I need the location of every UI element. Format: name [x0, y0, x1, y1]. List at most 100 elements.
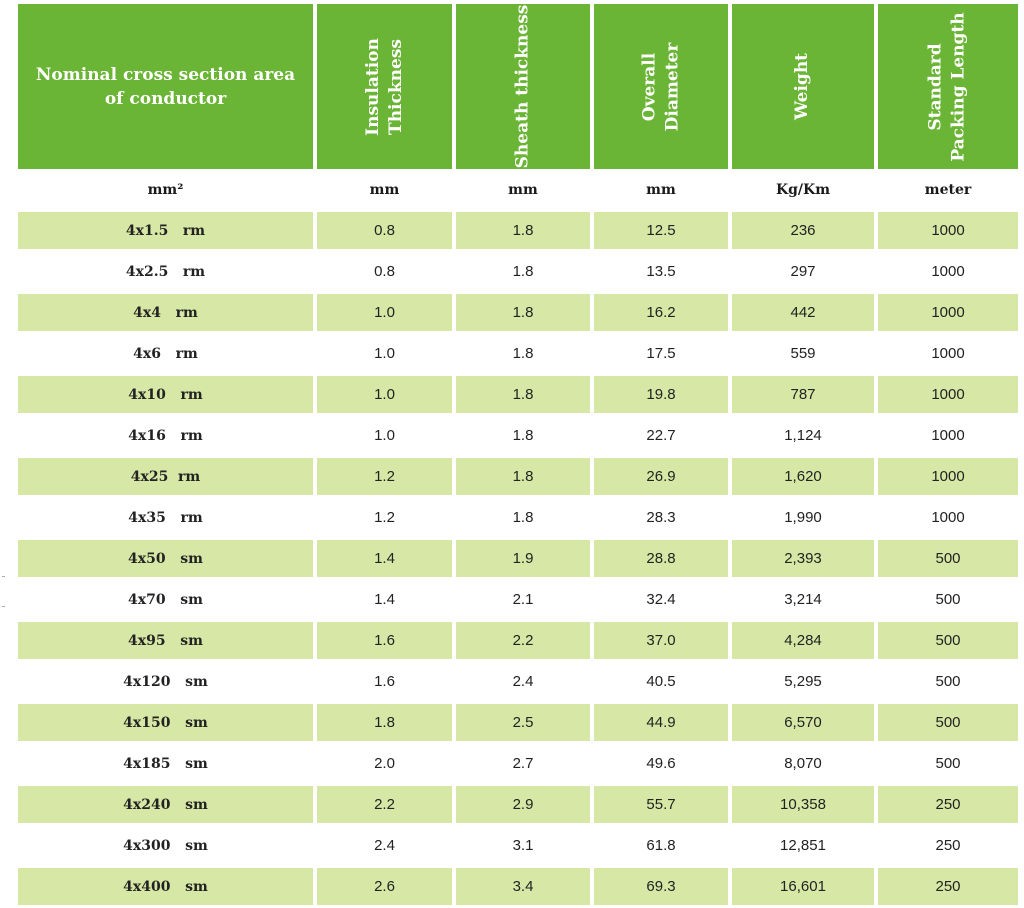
cell-size: 4x4 rm — [18, 294, 313, 331]
unit-insulation: mm — [369, 182, 400, 198]
cell-sheath: 1.8 — [456, 212, 590, 249]
cell-weight: 787 — [732, 376, 874, 413]
cell-length: 500 — [935, 591, 961, 608]
cell-length: 1000 — [878, 458, 1018, 495]
cell-insulation: 1.6 — [317, 622, 452, 659]
cell-sheath: 1.9 — [456, 540, 590, 577]
cell-diameter: 26.9 — [594, 458, 728, 495]
cell-size: 4x2.5 rm — [125, 263, 206, 280]
unit-diameter: mm — [646, 182, 676, 198]
cell-insulation: 2.0 — [374, 755, 395, 772]
table-row: 4x2.5 rm 0.8 1.8 13.5 297 1000 — [0, 253, 1024, 290]
table-row: 4x300 sm 2.4 3.1 61.8 12,851 250 — [0, 827, 1024, 864]
cell-weight: 16,601 — [732, 868, 874, 905]
cell-sheath: 1.8 — [456, 376, 590, 413]
cell-length: 1000 — [931, 427, 965, 444]
cell-diameter: 40.5 — [646, 673, 676, 690]
cell-sheath: 1.8 — [512, 345, 534, 362]
cell-weight: 12,851 — [780, 837, 826, 854]
unit-sheath: mm — [508, 182, 538, 198]
cell-sheath: 1.8 — [456, 294, 590, 331]
cell-insulation: 1.0 — [374, 427, 395, 444]
table-row: 4x400 sm 2.6 3.4 69.3 16,601 250 — [0, 868, 1024, 905]
cell-size: 4x50 sm — [18, 540, 313, 577]
cell-length: 500 — [878, 622, 1018, 659]
cell-size: 4x35 rm — [128, 509, 203, 526]
cell-diameter: 61.8 — [646, 837, 676, 854]
cell-insulation: 1.0 — [317, 294, 452, 331]
cell-length: 250 — [878, 868, 1018, 905]
cell-size: 4x240 sm — [18, 786, 313, 823]
units-row: mm² mm mm mm Kg/Km meter — [0, 172, 1024, 208]
cell-weight: 8,070 — [784, 755, 822, 772]
cell-weight: 2,393 — [732, 540, 874, 577]
cell-size: 4x6 rm — [133, 345, 198, 362]
cell-size: 4x150 sm — [18, 704, 313, 741]
margin-mark — [2, 576, 5, 577]
table-row: 4x6 rm 1.0 1.8 17.5 559 1000 — [0, 335, 1024, 372]
cell-insulation: 1.8 — [317, 704, 452, 741]
cell-weight: 559 — [790, 345, 816, 362]
cell-size: 4x400 sm — [18, 868, 313, 905]
cell-insulation: 2.2 — [317, 786, 452, 823]
cell-length: 1000 — [931, 345, 965, 362]
cell-size: 4x25 rm — [18, 458, 313, 495]
header-sheath-thickness-text: Sheath thickness — [512, 4, 533, 169]
cell-diameter: 69.3 — [594, 868, 728, 905]
cell-sheath: 2.2 — [456, 622, 590, 659]
cell-sheath: 3.4 — [456, 868, 590, 905]
cell-weight: 6,570 — [732, 704, 874, 741]
cell-length: 250 — [935, 837, 961, 854]
cell-length: 500 — [935, 673, 961, 690]
cell-diameter: 28.3 — [646, 509, 676, 526]
header-standard-packing-length: Standard Packing Length — [878, 4, 1018, 169]
table-row: 4x150 sm 1.8 2.5 44.9 6,570 500 — [0, 704, 1024, 741]
cell-diameter: 28.8 — [594, 540, 728, 577]
cell-length: 1000 — [878, 376, 1018, 413]
cell-diameter: 22.7 — [646, 427, 676, 444]
cell-diameter: 13.5 — [646, 263, 676, 280]
header-overall-diameter-text: Overall Diameter — [639, 42, 682, 131]
cell-size: 4x120 sm — [123, 673, 208, 690]
cell-weight: 10,358 — [732, 786, 874, 823]
cell-weight: 236 — [732, 212, 874, 249]
cell-sheath: 1.8 — [512, 263, 534, 280]
cell-diameter: 12.5 — [594, 212, 728, 249]
cell-sheath: 2.9 — [456, 786, 590, 823]
header-standard-packing-length-text: Standard Packing Length — [926, 11, 970, 162]
table-row: 4x4 rm 1.0 1.8 16.2 442 1000 — [0, 294, 1024, 331]
cell-size: 4x95 sm — [18, 622, 313, 659]
margin-mark — [2, 606, 5, 607]
table-row: 4x25 rm 1.2 1.8 26.9 1,620 1000 — [0, 458, 1024, 495]
cell-insulation: 1.0 — [317, 376, 452, 413]
cell-length: 500 — [878, 704, 1018, 741]
header-weight: Weight — [732, 4, 874, 169]
cell-insulation: 0.8 — [317, 212, 452, 249]
cell-length: 250 — [878, 786, 1018, 823]
table-row: 4x120 sm 1.6 2.4 40.5 5,295 500 — [0, 663, 1024, 700]
header-insulation-thickness-text: Insulation Thickness — [362, 37, 406, 136]
unit-length: meter — [924, 182, 972, 198]
cell-weight: 5,295 — [784, 673, 822, 690]
table-row: 4x1.5 rm 0.8 1.8 12.5 236 1000 — [0, 212, 1024, 249]
cell-size: 4x10 rm — [18, 376, 313, 413]
cell-insulation: 1.0 — [374, 345, 395, 362]
cell-diameter: 17.5 — [646, 345, 676, 362]
header-sheath-thickness: Sheath thickness — [456, 4, 590, 169]
cell-size: 4x300 sm — [123, 837, 208, 854]
table-row: 4x50 sm 1.4 1.9 28.8 2,393 500 — [0, 540, 1024, 577]
cell-sheath: 3.1 — [512, 837, 534, 854]
cell-length: 500 — [935, 755, 961, 772]
cell-weight: 1,124 — [784, 427, 822, 444]
cell-diameter: 55.7 — [594, 786, 728, 823]
table-row: 4x70 sm 1.4 2.1 32.4 3,214 500 — [0, 581, 1024, 618]
cell-diameter: 37.0 — [594, 622, 728, 659]
unit-cross-section: mm² — [147, 182, 184, 198]
unit-weight: Kg/Km — [775, 182, 831, 198]
cell-sheath: 2.4 — [512, 673, 534, 690]
header-weight-text: Weight — [792, 52, 813, 121]
header-overall-diameter: Overall Diameter — [594, 4, 728, 169]
cell-sheath: 1.8 — [456, 458, 590, 495]
table-row: 4x185 sm 2.0 2.7 49.6 8,070 500 — [0, 745, 1024, 782]
cell-size: 4x70 sm — [128, 591, 203, 608]
